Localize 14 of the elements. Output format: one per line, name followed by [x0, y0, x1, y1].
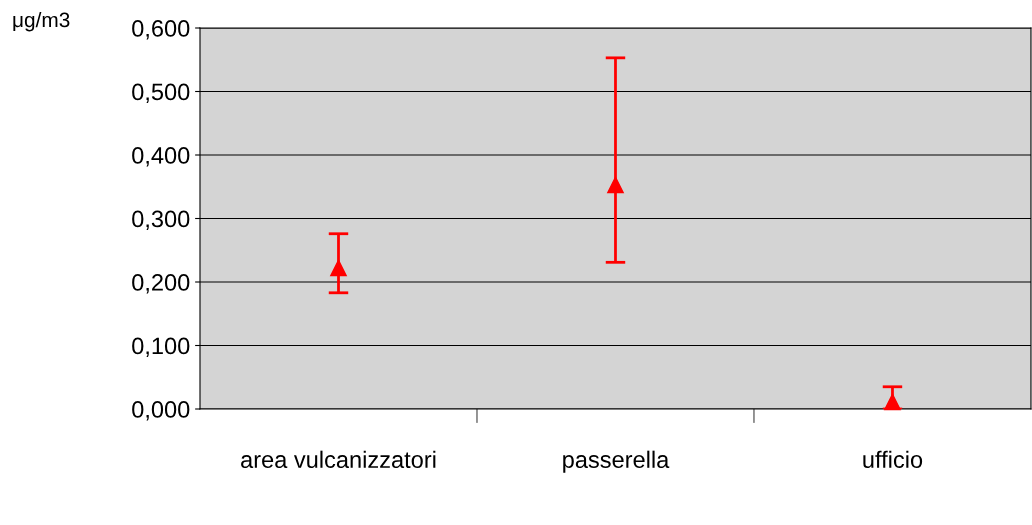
- point: [607, 176, 624, 194]
- x-tick-label: area vulcanizzatori: [241, 450, 436, 469]
- point: [884, 393, 901, 411]
- y-tick-label: 0,000: [132, 401, 190, 421]
- y-tick-label: 0,200: [132, 274, 190, 294]
- y-axis-title: μg/m3: [13, 12, 70, 32]
- y-tick-label: 0,400: [132, 147, 190, 167]
- y-tick-label: 0,100: [132, 337, 190, 358]
- x-tick-label: ufficio: [863, 450, 923, 469]
- x-tick-label: passerella: [563, 450, 670, 473]
- y-tick-label: 0,600: [132, 20, 190, 40]
- y-tick-label: 0,300: [132, 210, 190, 231]
- y-tick-label: 0,500: [132, 83, 190, 104]
- point: [330, 259, 347, 277]
